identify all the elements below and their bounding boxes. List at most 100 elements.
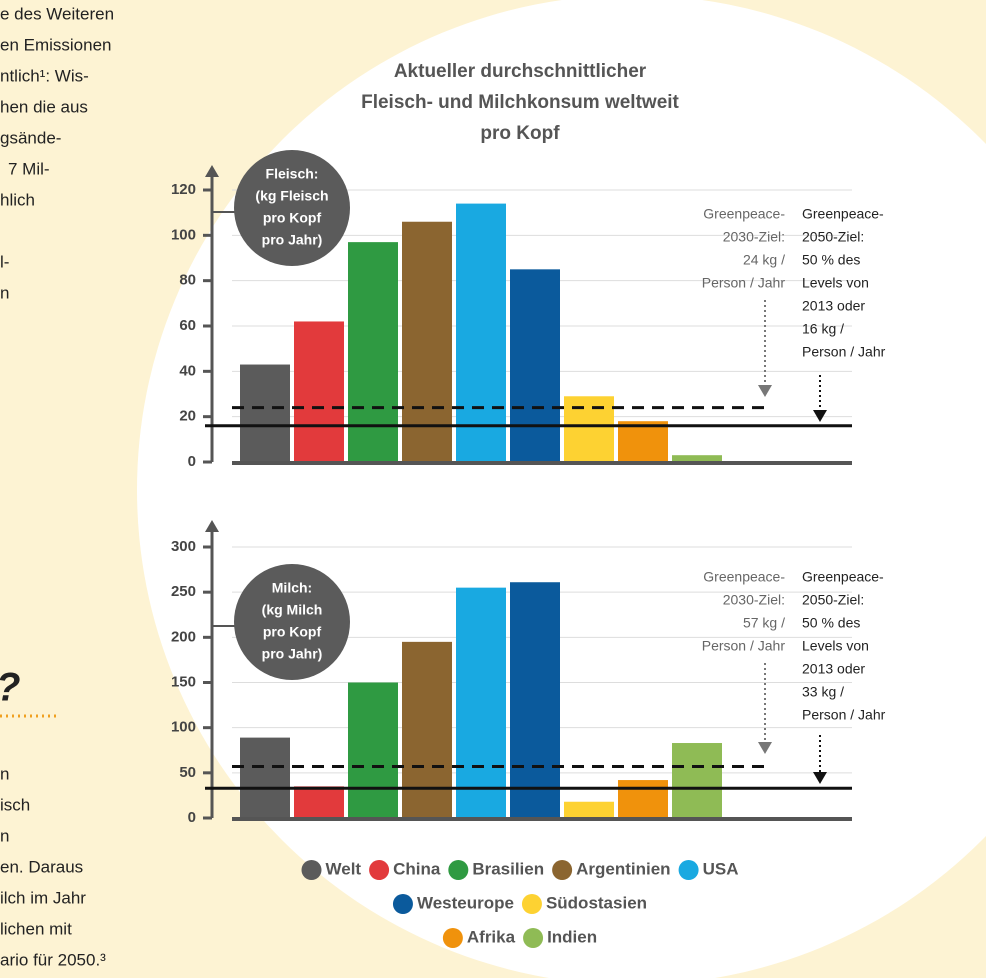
axis-label: (kg Milch [262, 602, 323, 618]
legend-label: Afrika [467, 927, 516, 946]
bar [564, 396, 614, 462]
legend-label: Brasilien [472, 859, 544, 878]
side-text: hen die aus [0, 97, 88, 116]
legend-label: Indien [547, 927, 597, 946]
y-tick-label: 250 [171, 583, 196, 600]
annotation: Person / Jahr [702, 638, 786, 654]
annotation: 50 % des [802, 615, 860, 631]
axis-label: pro Jahr) [262, 646, 323, 662]
side-text: l- [0, 252, 9, 271]
side-text: e des Weiteren [0, 4, 114, 23]
bar [672, 455, 722, 462]
chart-title: Fleisch- und Milchkonsum weltweit [361, 92, 679, 113]
annotation-arrow [758, 742, 772, 754]
annotation-arrow [758, 385, 772, 397]
bar [456, 203, 506, 462]
side-text: hlich [0, 190, 35, 209]
annotation: 2013 oder [802, 661, 865, 677]
bar [348, 242, 398, 462]
annotation: Greenpeace- [802, 569, 884, 585]
bar [294, 786, 344, 818]
annotation: Levels von [802, 638, 869, 654]
label-circle [234, 564, 350, 680]
annotation: Person / Jahr [702, 275, 786, 291]
legend-swatch [301, 860, 322, 880]
y-tick-label: 120 [171, 181, 196, 198]
annotation: 2030-Ziel: [723, 229, 785, 245]
chart-title: pro Kopf [480, 123, 560, 144]
annotation: 24 kg / [743, 252, 785, 268]
annotation: Greenpeace- [703, 206, 785, 222]
side-text: 7 Mil- [8, 159, 50, 178]
side-text: n [0, 764, 9, 783]
y-tick-label: 50 [179, 764, 196, 781]
y-tick-label: 200 [171, 628, 196, 645]
bar [402, 641, 452, 818]
chart-title: Aktueller durchschnittlicher [394, 61, 647, 82]
side-heading: ? [0, 666, 20, 710]
y-tick-label: 60 [179, 317, 196, 334]
annotation: Levels von [802, 275, 869, 291]
axis-label: pro Kopf [263, 624, 322, 640]
legend-swatch [678, 860, 699, 880]
legend-label: China [393, 859, 441, 878]
bar [348, 682, 398, 818]
bar [240, 364, 290, 462]
y-tick-label: 0 [188, 809, 196, 826]
side-text: ilch im Jahr [0, 888, 86, 907]
side-text: n [0, 826, 9, 845]
legend-label: Westeurope [417, 893, 514, 912]
background-circle [137, 0, 986, 978]
annotation-arrow [813, 772, 827, 784]
annotation: 50 % des [802, 252, 860, 268]
bar [564, 801, 614, 818]
bar [510, 269, 560, 462]
annotation: 2013 oder [802, 298, 865, 314]
side-text: ntlich¹: Wis- [0, 66, 89, 85]
annotation: 33 kg / [802, 684, 844, 700]
side-text: isch [0, 795, 30, 814]
annotation: 57 kg / [743, 615, 785, 631]
annotation: 16 kg / [802, 321, 844, 337]
legend-swatch [552, 860, 573, 880]
y-tick-label: 20 [179, 408, 196, 425]
y-tick-label: 40 [179, 362, 196, 379]
bar [618, 780, 668, 818]
y-tick-label: 100 [171, 226, 196, 243]
side-text: ario für 2050.³ [0, 950, 106, 969]
annotation: Person / Jahr [802, 707, 886, 723]
annotation: 2050-Ziel: [802, 592, 864, 608]
legend-label: Welt [326, 859, 362, 878]
bar [510, 582, 560, 818]
y-tick-label: 100 [171, 719, 196, 736]
axis-arrow [205, 165, 219, 177]
y-tick-label: 0 [188, 453, 196, 470]
legend-swatch [392, 894, 413, 914]
bar [672, 743, 722, 818]
bar [402, 221, 452, 462]
axis-label: Milch: [272, 580, 312, 596]
side-text: en Emissionen [0, 35, 112, 54]
legend-label: USA [703, 859, 739, 878]
bar [294, 321, 344, 462]
annotation: Greenpeace- [703, 569, 785, 585]
y-tick-label: 150 [171, 673, 196, 690]
annotation: 2050-Ziel: [802, 229, 864, 245]
axis-label: pro Kopf [263, 210, 322, 226]
legend-label: Südostasien [546, 893, 647, 912]
axis-label: Fleisch: [266, 166, 319, 182]
bar [618, 421, 668, 462]
legend-swatch [448, 860, 469, 880]
legend-swatch [521, 894, 542, 914]
y-tick-label: 300 [171, 538, 196, 555]
annotation: Person / Jahr [802, 344, 886, 360]
axis-arrow [205, 520, 219, 532]
bar [456, 587, 506, 818]
annotation: 2030-Ziel: [723, 592, 785, 608]
legend-label: Argentinien [576, 859, 670, 878]
legend-swatch [523, 928, 544, 948]
legend-swatch [369, 860, 390, 880]
y-tick-label: 80 [179, 272, 196, 289]
legend-swatch [442, 928, 463, 948]
side-text: en. Daraus [0, 857, 83, 876]
